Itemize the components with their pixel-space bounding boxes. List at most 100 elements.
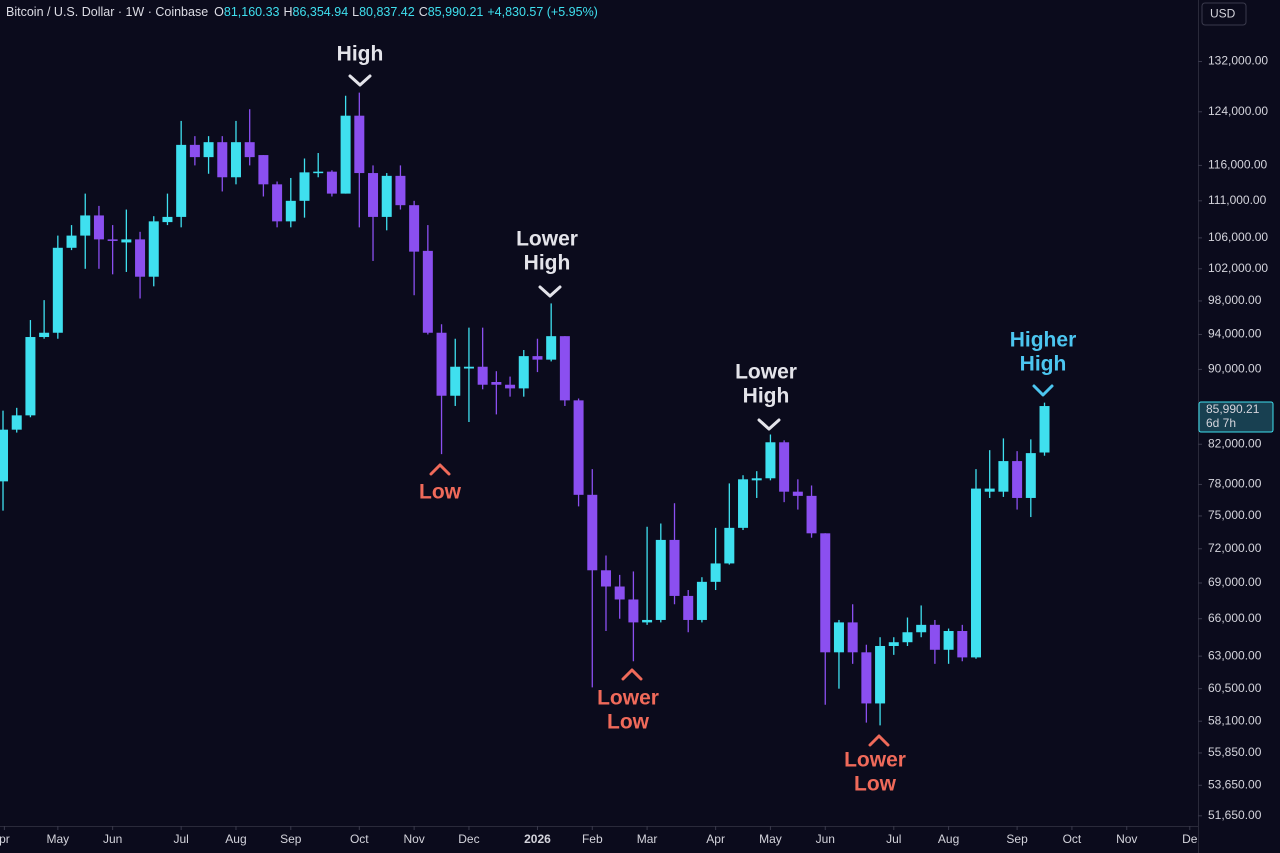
candle-body xyxy=(792,491,803,496)
annotation: Low xyxy=(419,463,462,504)
y-tick-label: 55,850.00 xyxy=(1208,745,1262,759)
x-tick-label: Aug xyxy=(225,832,246,846)
arrow xyxy=(757,418,781,431)
currency-box[interactable] xyxy=(1201,2,1247,26)
x-tick-label: Nov xyxy=(1116,832,1137,846)
candle-body xyxy=(505,384,516,389)
arrow xyxy=(868,734,890,747)
candle-body xyxy=(148,221,159,277)
candle-body xyxy=(573,400,584,495)
candle-body xyxy=(258,155,269,185)
x-tick-label: Aug xyxy=(938,832,959,846)
countdown: 6d 7h xyxy=(1206,416,1236,430)
candle-body xyxy=(121,239,132,243)
candle-body xyxy=(655,539,666,620)
candle-body xyxy=(25,337,36,416)
candle-body xyxy=(354,115,365,174)
candle-body xyxy=(970,488,981,658)
candle-body xyxy=(683,595,694,620)
candle-body xyxy=(450,366,461,396)
arrow xyxy=(621,668,643,681)
x-tick-label: pr xyxy=(0,832,10,846)
candle-body xyxy=(518,356,529,389)
y-tick-label: 111,000.00 xyxy=(1208,193,1267,207)
y-tick-label: 132,000.00 xyxy=(1208,54,1268,68)
annotation-text: Lower xyxy=(516,228,578,251)
y-tick-label: 51,650.00 xyxy=(1208,808,1262,822)
candle-body xyxy=(244,142,255,158)
candle-body xyxy=(806,495,817,534)
annotation-text: Higher xyxy=(1010,329,1077,352)
candle-body xyxy=(176,144,187,217)
last-price-label: 85,990.21 xyxy=(1206,402,1260,416)
candle-body xyxy=(669,539,680,596)
candle-body xyxy=(285,200,296,222)
annotation-text: Lower xyxy=(735,361,797,384)
candle-body xyxy=(93,215,104,240)
y-tick-label: 58,100.00 xyxy=(1208,713,1262,727)
x-tick-label: Oct xyxy=(1063,832,1082,846)
y-tick-label: 102,000.00 xyxy=(1208,261,1268,275)
candle-body xyxy=(929,624,940,650)
candle-body xyxy=(299,172,310,201)
currency: USD xyxy=(1210,7,1236,21)
candle-body xyxy=(957,631,968,658)
candle-body xyxy=(66,235,77,248)
annotation-text: Lower xyxy=(597,687,659,710)
x-tick-label: Feb xyxy=(582,832,603,846)
annotation-text: High xyxy=(743,385,790,408)
candle-body xyxy=(984,488,995,492)
candle-body xyxy=(710,563,721,582)
candle-body xyxy=(313,171,324,174)
candle-body xyxy=(1039,406,1050,453)
arrow xyxy=(1032,384,1054,397)
y-tick-label: 75,000.00 xyxy=(1208,508,1262,522)
candle-body xyxy=(998,461,1009,492)
y-tick-label: 63,000.00 xyxy=(1208,648,1262,662)
annotation-text: Low xyxy=(607,711,650,734)
candle-body xyxy=(532,356,543,360)
annotation: Lower Low xyxy=(844,734,906,796)
y-tick-label: 90,000.00 xyxy=(1208,362,1262,376)
candle-body xyxy=(847,622,858,653)
annotation-text: Low xyxy=(854,773,897,796)
arrow xyxy=(538,285,562,298)
x-tick-label: May xyxy=(46,832,69,846)
y-tick-label: 66,000.00 xyxy=(1208,611,1262,625)
annotation-text: High xyxy=(337,43,384,66)
annotation: Higher High xyxy=(1010,329,1077,397)
plot-area xyxy=(0,92,1050,726)
ohlc-key: C xyxy=(419,5,428,19)
candle-body xyxy=(39,332,50,338)
x-tick-label: Jul xyxy=(886,832,901,846)
ohlc-value: 80,837.42 xyxy=(359,5,415,19)
candle-body xyxy=(559,336,570,401)
candle-body xyxy=(340,115,351,194)
candle-body xyxy=(203,142,214,158)
candle-body xyxy=(436,332,447,396)
y-tick-label: 53,650.00 xyxy=(1208,777,1262,791)
annotation-text: High xyxy=(524,252,571,275)
candle-body xyxy=(368,173,379,217)
x-tick-label: Jun xyxy=(103,832,122,846)
candle-body xyxy=(230,142,241,178)
annotation: Lower Low xyxy=(597,668,659,734)
annotation-text: High xyxy=(1020,353,1067,376)
candle-body xyxy=(779,442,790,492)
arrow xyxy=(348,74,372,87)
ohlc-value: 85,990.21 xyxy=(428,5,484,19)
candle-body xyxy=(162,216,173,223)
candle-body xyxy=(888,642,899,646)
candle-body xyxy=(614,586,625,600)
x-tick-label: Dec xyxy=(458,832,479,846)
x-tick-label: Sep xyxy=(280,832,302,846)
y-tick-label: 60,500.00 xyxy=(1208,681,1262,695)
x-tick-label: 2026 xyxy=(524,832,551,846)
x-tick-label: De xyxy=(1182,832,1198,846)
candle-body xyxy=(916,624,927,633)
candle-body xyxy=(381,175,392,217)
candle-body xyxy=(463,366,474,369)
candle-body xyxy=(738,479,749,528)
